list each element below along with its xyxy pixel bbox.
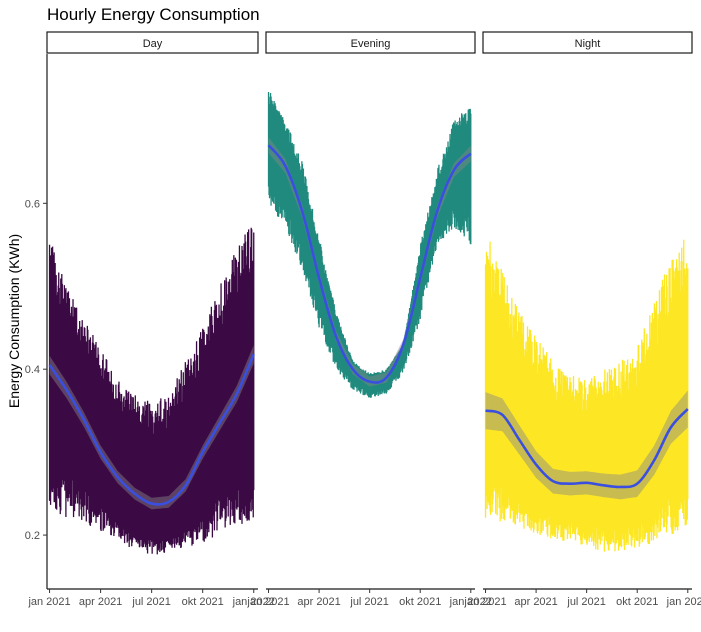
facet-panels: Day jan 2021 apr 2021 jul 2021 okt 2021 jan 2… (27, 31, 701, 608)
series-line-evening (267, 92, 472, 398)
y-axis-label: Energy Consumption (KWh) (6, 234, 22, 408)
x-tick-label: jan 2021 (27, 596, 70, 608)
x-tick-label: jan 2021 (246, 596, 289, 608)
facet-strip (46, 31, 259, 54)
x-tick-label: jan 2022 (666, 596, 701, 608)
y-tick-label: 0.4 (25, 364, 40, 376)
chart-title: Hourly Energy Consumption (47, 5, 260, 24)
x-tick-label: jan 2022 (232, 596, 275, 608)
smooth-ribbon (485, 390, 688, 500)
x-tick-label: apr 2021 (79, 596, 122, 608)
x-tick-label: apr 2021 (297, 596, 340, 608)
y-tick-label: 0.2 (25, 530, 40, 542)
facet-strip (265, 31, 476, 54)
x-tick-label: jul 2021 (566, 596, 606, 608)
x-tick-label: apr 2021 (514, 596, 557, 608)
x-tick-label: jul 2021 (131, 596, 171, 608)
y-tick-label: 0.6 (25, 198, 40, 210)
x-tick-label: okt 2021 (182, 596, 224, 608)
facet-strip-label: Night (575, 38, 601, 50)
smooth-line-night (485, 408, 689, 489)
facet-strip-label: Day (143, 38, 163, 50)
facet-evening: Evening jan 2021 apr 2021 jul 2021 okt 2021 j… (246, 31, 492, 608)
facet-strip (482, 31, 693, 54)
x-tick-label: jul 2021 (349, 596, 389, 608)
smooth-line-evening (267, 144, 472, 384)
x-tick-label: jan 2022 (449, 596, 492, 608)
facet-strip-label: Evening (351, 38, 391, 50)
series-line-night (484, 239, 689, 552)
x-tick-label: okt 2021 (616, 596, 658, 608)
facet-day: Day jan 2021 apr 2021 jul 2021 okt 2021 jan 2… (27, 31, 275, 608)
x-tick-label: okt 2021 (399, 596, 441, 608)
y-axis: 0.2 0.4 0.6 (25, 198, 47, 542)
smooth-line-day (48, 353, 255, 506)
smooth-ribbon (49, 344, 254, 510)
facet-night: Night jan 2021 apr 2021 jul 2021 okt 2021 jan… (463, 31, 701, 608)
x-tick-label: jan 2021 (463, 596, 506, 608)
series-line-day (48, 227, 255, 555)
